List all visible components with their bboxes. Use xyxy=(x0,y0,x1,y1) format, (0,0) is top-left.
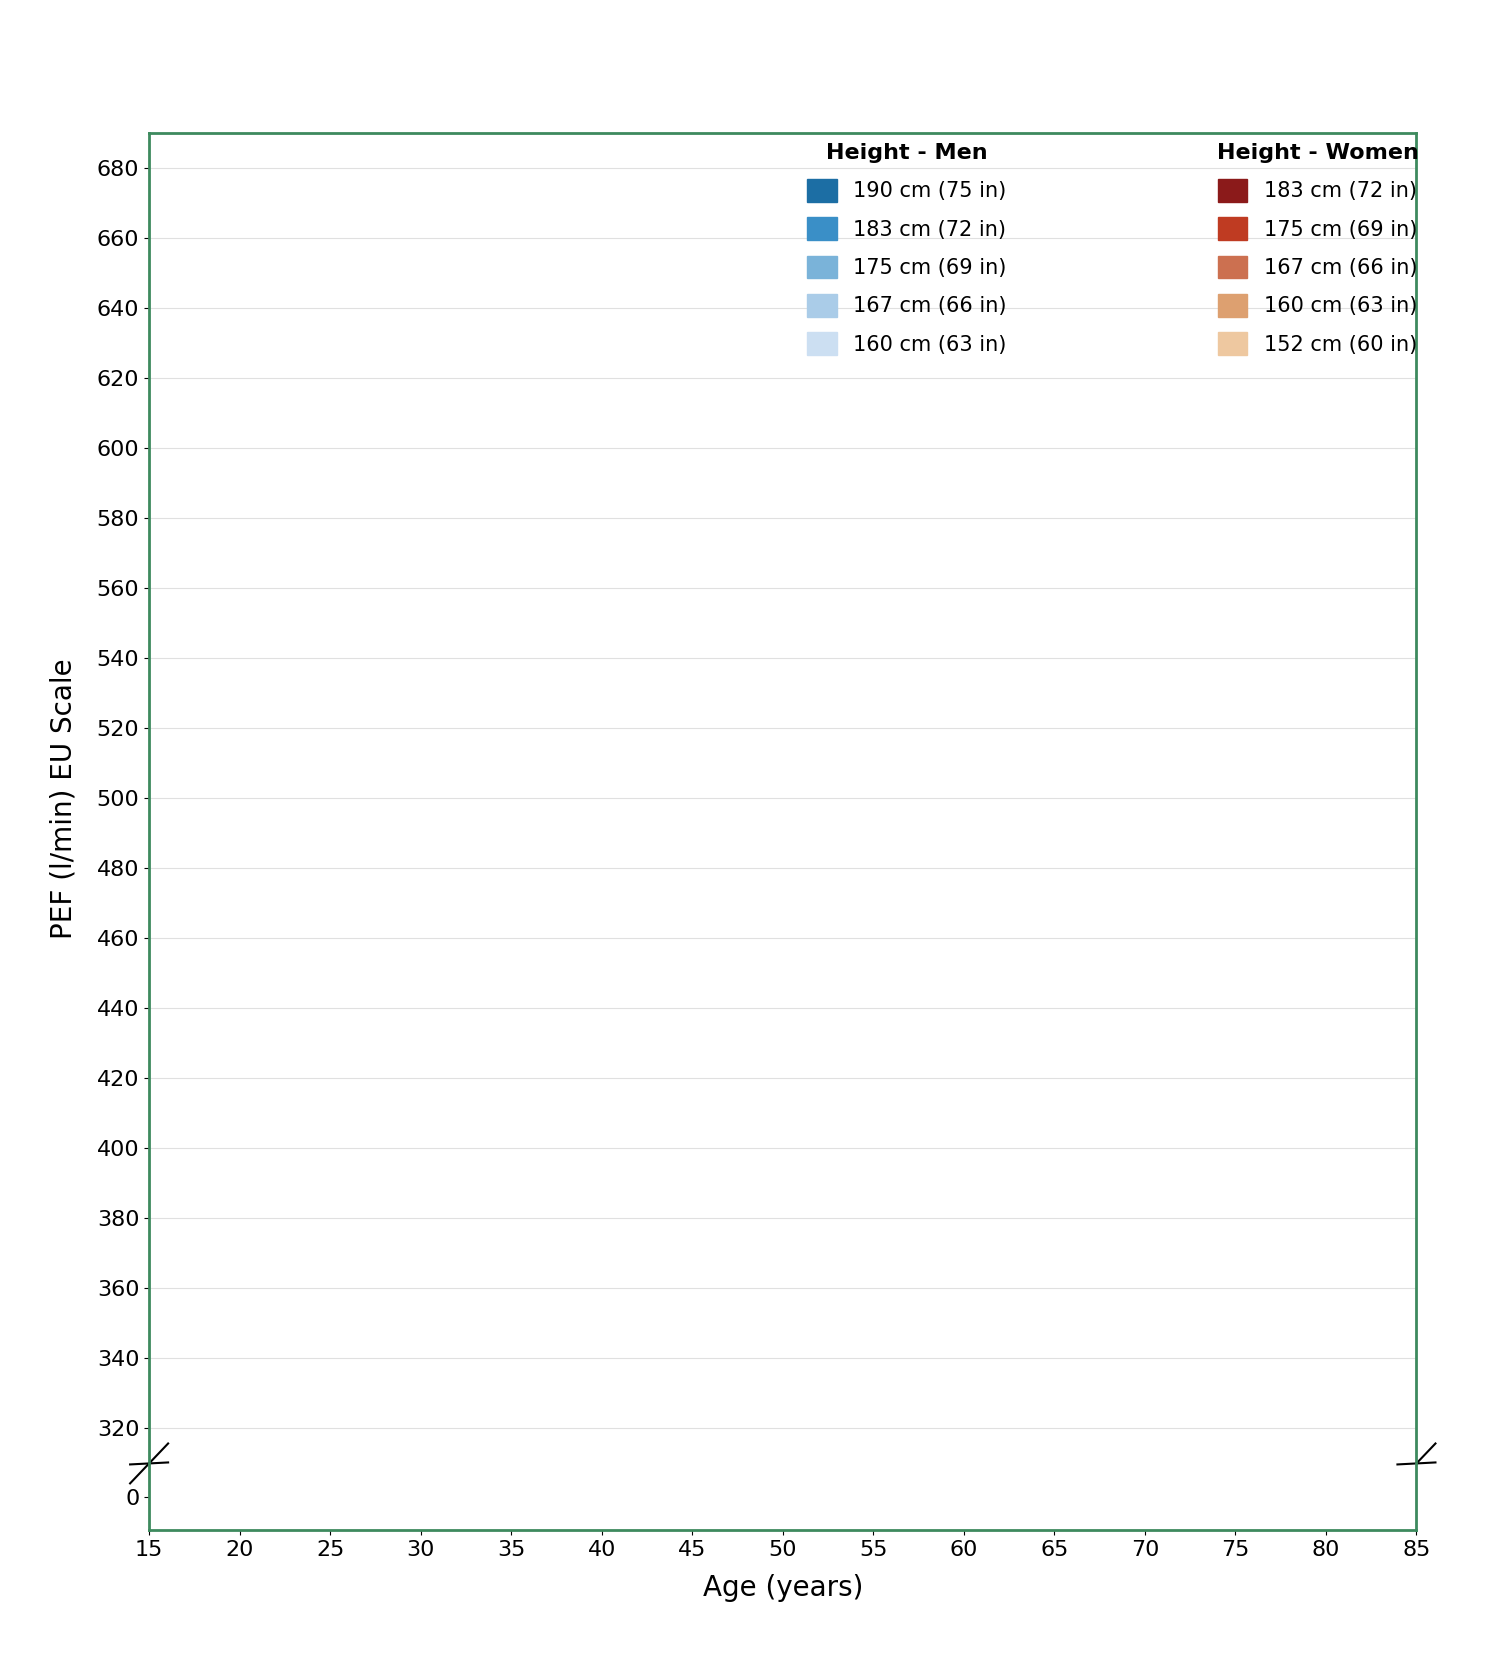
Y-axis label: PEF (l/min) EU Scale: PEF (l/min) EU Scale xyxy=(49,659,78,938)
Legend: 183 cm (72 in), 175 cm (69 in), 167 cm (66 in), 160 cm (63 in), 152 cm (60 in): 183 cm (72 in), 175 cm (69 in), 167 cm (… xyxy=(1217,143,1419,356)
X-axis label: Age (years): Age (years) xyxy=(702,1573,863,1601)
